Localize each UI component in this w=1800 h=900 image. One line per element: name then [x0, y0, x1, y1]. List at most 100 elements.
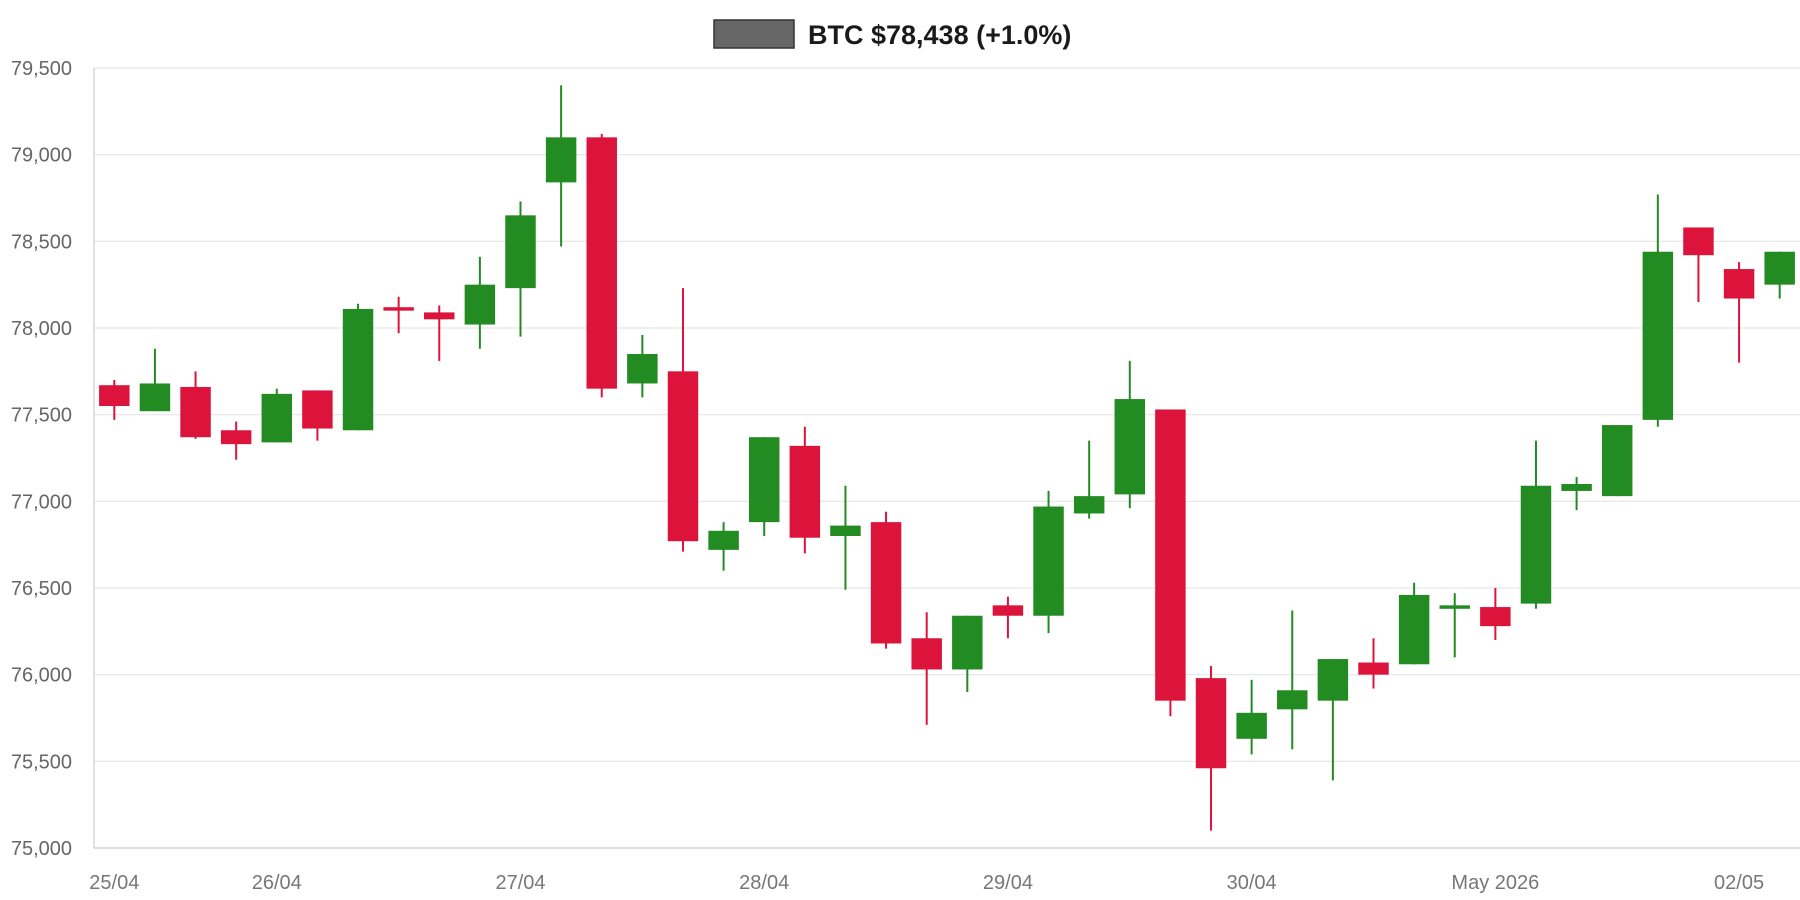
candle-body	[1277, 690, 1308, 710]
candle-body	[1195, 678, 1227, 769]
candle-up[interactable]	[1114, 360, 1146, 509]
candle-down[interactable]	[180, 371, 211, 439]
candle-down[interactable]	[1155, 409, 1186, 717]
legend[interactable]: BTC $78,438 (+1.0%)	[713, 19, 1071, 50]
candle-body	[586, 137, 617, 389]
candle-up[interactable]	[830, 485, 861, 590]
candle-body	[139, 383, 171, 412]
x-tick-label: 26/04	[252, 872, 302, 894]
candle-body	[383, 307, 414, 311]
y-tick-label: 75,500	[11, 751, 72, 773]
candle-body	[1317, 659, 1349, 701]
candle-body	[1236, 712, 1267, 739]
candle-up[interactable]	[1236, 679, 1267, 755]
candle-body	[545, 137, 577, 183]
candle-down[interactable]	[383, 296, 414, 334]
x-tick-label: 28/04	[739, 872, 789, 894]
candle-up[interactable]	[1398, 582, 1430, 665]
candle-up[interactable]	[1520, 440, 1552, 609]
x-tick-label: 25/04	[89, 872, 139, 894]
candle-body	[1398, 594, 1430, 665]
y-tick-label: 79,500	[11, 58, 72, 80]
candle-up[interactable]	[1601, 425, 1633, 497]
candle-body	[464, 284, 496, 325]
candle-body	[1073, 496, 1105, 514]
candle-down[interactable]	[302, 390, 333, 441]
candle-up[interactable]	[1642, 194, 1674, 427]
candle-body	[261, 393, 293, 443]
candle-up[interactable]	[748, 437, 780, 536]
candle-up[interactable]	[1277, 610, 1308, 750]
candle-body	[1358, 662, 1389, 675]
candle-up[interactable]	[1033, 490, 1064, 634]
candle-up[interactable]	[342, 303, 374, 431]
candle-down[interactable]	[220, 421, 252, 460]
candle-up[interactable]	[261, 388, 293, 443]
legend-label[interactable]: BTC $78,438 (+1.0%)	[808, 20, 1071, 50]
y-tick-label: 77,500	[11, 405, 72, 427]
candle-body	[1114, 399, 1146, 495]
candle-body	[830, 525, 861, 536]
candle-body	[708, 530, 739, 550]
candle-down[interactable]	[789, 426, 821, 554]
candle-down[interactable]	[1723, 262, 1755, 363]
x-tick-label: 27/04	[495, 872, 545, 894]
candle-body	[1439, 605, 1470, 609]
y-tick-label: 78,000	[11, 318, 72, 340]
x-tick-label: 30/04	[1227, 872, 1277, 894]
y-tick-label: 76,500	[11, 578, 72, 600]
x-tick-label: 29/04	[983, 872, 1033, 894]
candle-down[interactable]	[99, 380, 130, 420]
candle-body	[1764, 251, 1795, 285]
candle-body	[667, 371, 699, 542]
candle-body	[1683, 227, 1714, 256]
candles	[99, 85, 1795, 831]
candle-body	[1723, 269, 1755, 299]
candle-body	[1480, 607, 1511, 627]
candle-body	[99, 385, 130, 406]
candle-up[interactable]	[1317, 659, 1349, 781]
candle-down[interactable]	[870, 511, 902, 649]
candle-up[interactable]	[952, 615, 983, 692]
x-axis-ticks: 25/04 26/04 27/04 28/04 29/04 30/04 May 2026 02…	[89, 872, 1764, 894]
candle-up[interactable]	[139, 348, 171, 412]
legend-swatch[interactable]	[713, 19, 795, 49]
candle-body	[1561, 484, 1592, 491]
candle-down[interactable]	[1683, 227, 1714, 302]
candle-body	[1033, 506, 1064, 616]
candle-body	[627, 354, 658, 384]
candle-down[interactable]	[1195, 666, 1227, 831]
y-tick-label: 79,000	[11, 145, 72, 167]
candle-down[interactable]	[424, 305, 455, 361]
candle-body	[505, 215, 536, 289]
axes	[93, 68, 1800, 849]
candle-down[interactable]	[667, 288, 699, 552]
candle-down[interactable]	[1358, 638, 1389, 689]
candle-up[interactable]	[505, 201, 536, 337]
candle-up[interactable]	[1764, 251, 1795, 299]
candle-down[interactable]	[1480, 588, 1511, 640]
candle-up[interactable]	[464, 256, 496, 349]
candle-body	[424, 312, 455, 320]
candle-down[interactable]	[992, 596, 1024, 639]
y-tick-label: 76,000	[11, 665, 72, 687]
candle-up[interactable]	[708, 522, 739, 571]
candle-down[interactable]	[911, 612, 942, 725]
candle-down[interactable]	[586, 133, 617, 398]
candle-up[interactable]	[545, 85, 577, 247]
candle-body	[1520, 485, 1552, 604]
candle-body	[1155, 409, 1186, 701]
candle-body	[911, 638, 942, 670]
candle-up[interactable]	[1073, 440, 1105, 519]
candle-up[interactable]	[1561, 477, 1592, 510]
candle-body	[870, 522, 902, 644]
y-tick-label: 75,000	[11, 838, 72, 860]
candle-body	[180, 386, 211, 438]
x-tick-label: 02/05	[1714, 872, 1764, 894]
candle-up[interactable]	[1439, 593, 1470, 658]
candle-body	[748, 437, 780, 523]
candle-body	[992, 605, 1024, 616]
candle-up[interactable]	[627, 334, 658, 398]
